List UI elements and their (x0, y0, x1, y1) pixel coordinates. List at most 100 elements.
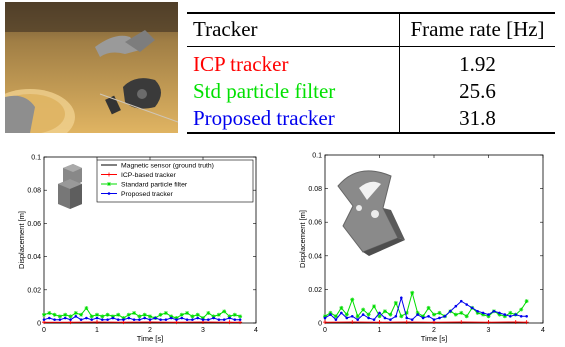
data-point (524, 320, 529, 325)
object-inset-box (58, 164, 82, 209)
x-tick-label: 0 (42, 327, 46, 334)
data-point (196, 316, 199, 320)
data-point (524, 299, 529, 304)
object-inset-bracket (337, 170, 405, 256)
data-point (89, 314, 94, 319)
data-point (132, 318, 136, 321)
y-tick-label: 0.08 (27, 188, 41, 195)
data-point (356, 318, 359, 321)
y-tick-label: 0.04 (308, 253, 322, 260)
data-point (502, 314, 507, 319)
data-point (497, 312, 502, 317)
table-row: Std particle filter 25.6 (187, 78, 555, 105)
data-point (206, 311, 211, 316)
data-point (355, 314, 360, 319)
data-point (179, 312, 184, 317)
data-point (116, 318, 120, 321)
displacement-plot-right: 0 1 2 3 4 0 0.02 0.04 0.06 0.08 0.1 Time [s] Displac… (283, 148, 565, 347)
data-point (509, 314, 512, 318)
tracker-name: Proposed tracker (193, 105, 335, 130)
data-point (498, 311, 501, 315)
data-point (159, 318, 162, 321)
data-point (53, 318, 56, 321)
y-tick-label: 0.1 (312, 153, 322, 160)
data-point (201, 318, 205, 321)
data-point (148, 314, 152, 319)
data-point (377, 320, 382, 325)
data-point (212, 316, 215, 320)
tracker-name: Std particle filter (193, 78, 336, 103)
legend-label: Standard particle filter (121, 182, 188, 189)
data-point (404, 319, 409, 324)
header-frame-rate: Frame rate [Hz] (399, 13, 555, 47)
data-point (57, 314, 62, 319)
data-point (228, 316, 231, 320)
y-axis-label: Displacement [m] (298, 210, 307, 268)
x-axis-label: Time [s] (137, 334, 163, 343)
tracker-name: ICP tracker (193, 51, 289, 76)
data-point (404, 310, 409, 315)
data-point (378, 311, 381, 315)
x-tick-label: 3 (487, 327, 491, 334)
x-tick-label: 4 (254, 327, 258, 334)
data-point (95, 320, 99, 325)
data-point (42, 318, 46, 321)
data-point (333, 314, 338, 319)
data-point (216, 312, 221, 317)
data-point (416, 313, 419, 316)
data-point (143, 316, 146, 320)
data-point (514, 313, 518, 316)
data-point (328, 310, 333, 315)
data-point (111, 316, 115, 320)
data-point (350, 297, 355, 302)
x-tick-label: 0 (323, 327, 327, 334)
header-tracker: Tracker (193, 16, 258, 41)
data-point (185, 318, 189, 321)
data-point (227, 320, 232, 325)
data-point (127, 316, 131, 320)
x-tick-label: 1 (378, 327, 382, 334)
data-point (211, 314, 216, 319)
inset-hole (356, 205, 362, 211)
data-point (137, 314, 142, 319)
data-point (207, 318, 210, 321)
data-point (48, 316, 51, 320)
data-point (73, 311, 78, 316)
data-point (169, 314, 174, 319)
data-point (238, 314, 243, 319)
table-header-row: Tracker Frame rate [Hz] (187, 13, 555, 47)
data-point (191, 318, 194, 321)
data-point (217, 318, 221, 321)
data-point (105, 312, 110, 317)
data-point (95, 316, 99, 320)
legend-marker (107, 172, 111, 177)
data-point (372, 318, 376, 321)
data-point (233, 318, 237, 321)
data-point (481, 311, 485, 315)
data-point (345, 316, 349, 320)
data-point (340, 311, 343, 315)
data-point (169, 316, 173, 320)
y-tick-label: 0 (37, 321, 41, 328)
data-point (339, 305, 344, 310)
data-point (195, 312, 200, 317)
data-point (148, 318, 152, 321)
legend-label: ICP-based tracker (121, 172, 177, 179)
legend-label: Magnetic sensor (ground truth) (121, 163, 214, 170)
data-point (190, 314, 195, 319)
inset-body (337, 170, 399, 253)
data-point (459, 299, 463, 303)
data-point (427, 314, 430, 318)
data-point (222, 309, 227, 314)
x-tick-label: 3 (201, 327, 205, 334)
data-point (453, 312, 458, 317)
data-point (415, 310, 420, 315)
data-point (106, 318, 109, 321)
data-point (52, 312, 57, 317)
y-tick-label: 0 (318, 321, 322, 328)
data-point (454, 304, 458, 308)
data-point (79, 318, 83, 321)
data-point (519, 314, 523, 318)
data-point (323, 316, 327, 320)
data-point (121, 316, 126, 321)
